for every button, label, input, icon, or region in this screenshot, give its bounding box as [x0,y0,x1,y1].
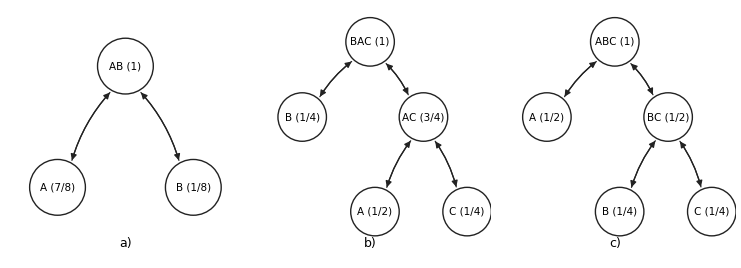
Text: a): a) [119,237,132,250]
Text: C (1/4): C (1/4) [694,207,729,217]
Circle shape [399,93,448,141]
Text: A (1/2): A (1/2) [357,207,393,217]
Text: c): c) [609,237,621,250]
Circle shape [688,187,736,236]
Text: C (1/4): C (1/4) [449,207,485,217]
Text: BC (1/2): BC (1/2) [647,112,689,122]
Text: A (7/8): A (7/8) [40,182,75,192]
Circle shape [346,18,394,66]
Text: B (1/4): B (1/4) [602,207,637,217]
Circle shape [278,93,327,141]
Circle shape [644,93,692,141]
Circle shape [591,18,639,66]
Text: ABC (1): ABC (1) [595,37,634,47]
Circle shape [522,93,571,141]
Text: B (1/8): B (1/8) [176,182,211,192]
Circle shape [350,187,399,236]
Text: AB (1): AB (1) [110,61,142,71]
Circle shape [98,38,153,94]
Text: B (1/4): B (1/4) [285,112,320,122]
Text: A (1/2): A (1/2) [529,112,565,122]
Circle shape [595,187,644,236]
Circle shape [443,187,491,236]
Text: b): b) [364,237,376,250]
Text: BAC (1): BAC (1) [350,37,390,47]
Text: AC (3/4): AC (3/4) [402,112,445,122]
Circle shape [30,159,85,215]
Circle shape [165,159,222,215]
